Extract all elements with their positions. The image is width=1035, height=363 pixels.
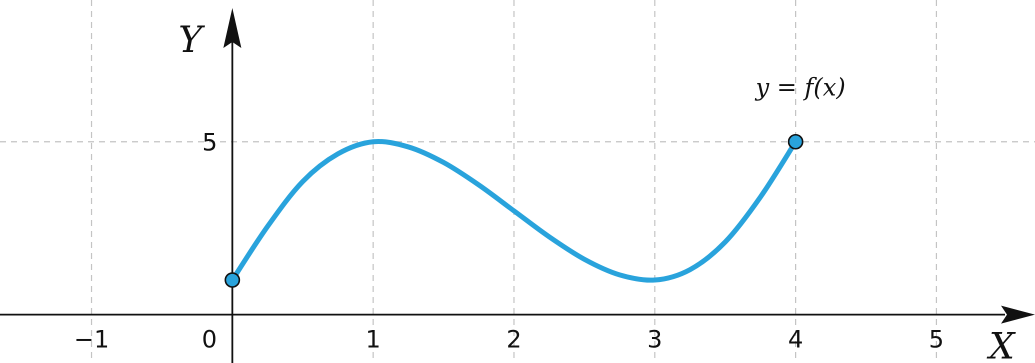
x-tick-label: 0 [202, 326, 217, 354]
y-axis-label: Y [178, 20, 205, 61]
function-curve [229, 138, 799, 283]
x-tick-label: 4 [788, 326, 803, 354]
y-tick-label: 5 [202, 129, 217, 157]
function-label: y = f(x) [755, 74, 846, 102]
x-axis-arrow-icon [1001, 305, 1035, 324]
endpoint-marker [787, 133, 804, 150]
x-tick-label: 1 [366, 326, 381, 354]
labels-layer: −1 0 1 2 3 4 5 5 X Yy = f(x) [74, 20, 1016, 363]
x-tick-label: 3 [647, 326, 662, 354]
x-axis-label: X [986, 327, 1016, 363]
x-tick-label: −1 [74, 326, 109, 354]
series-layer [224, 133, 804, 288]
x-tick-label: 2 [506, 326, 521, 354]
y-axis-arrow-icon [223, 8, 242, 48]
endpoint-marker [224, 272, 241, 288]
axes [0, 8, 1035, 363]
x-tick-label: 5 [929, 326, 944, 354]
